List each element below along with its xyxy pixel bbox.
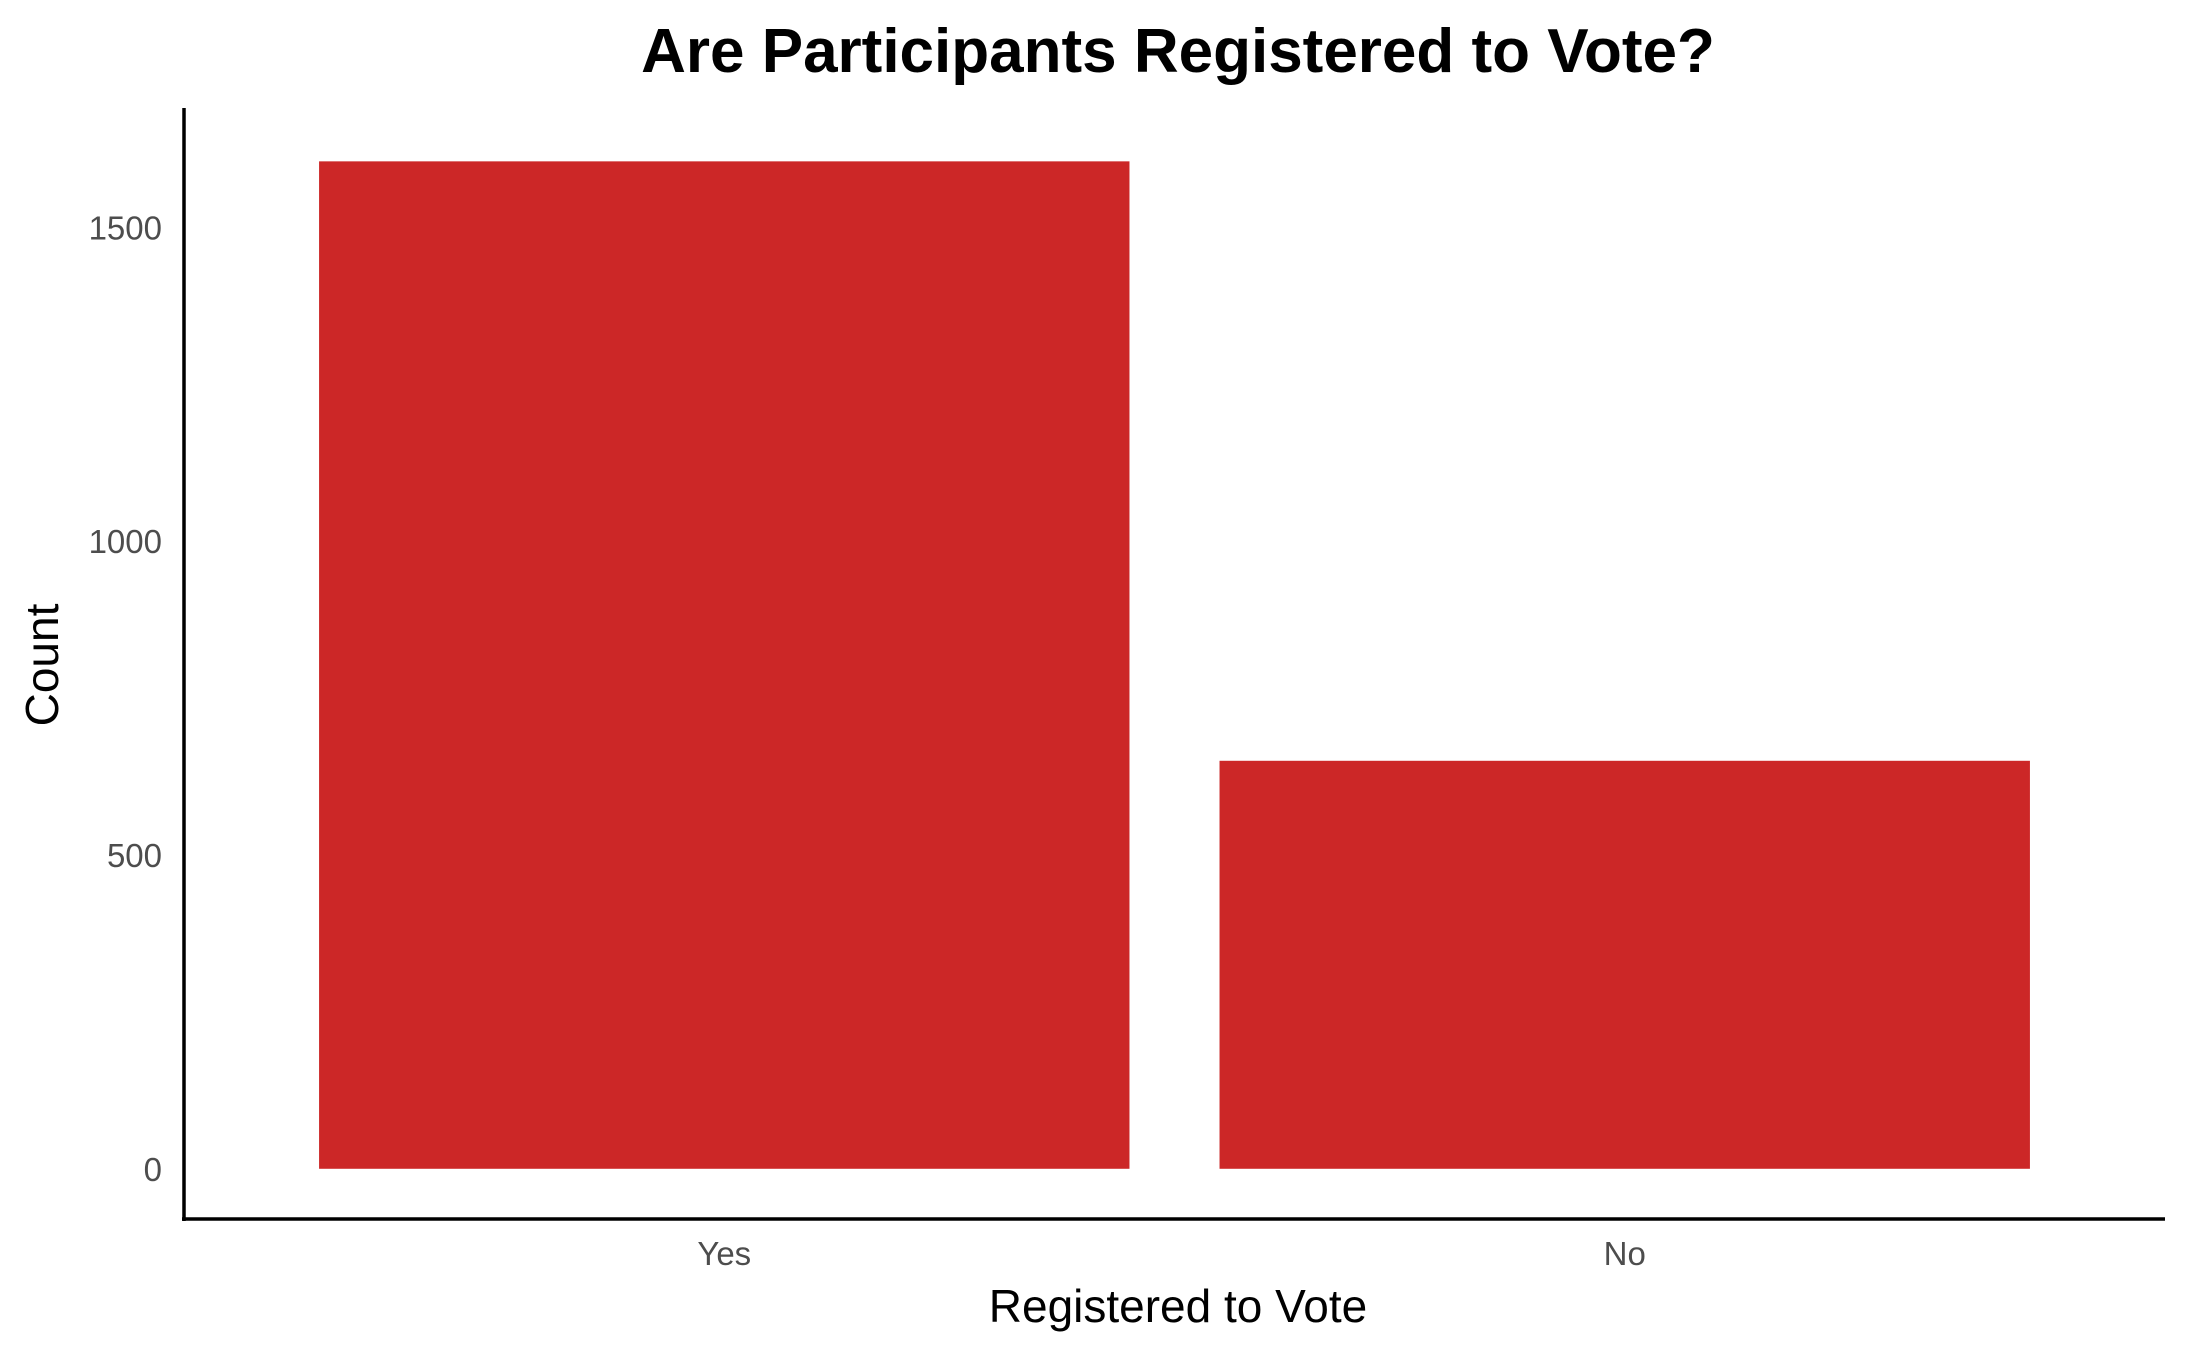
y-tick-label-1000: 1000 (89, 523, 162, 560)
x-axis-label: Registered to Vote (989, 1280, 1367, 1332)
x-axis-ticks: Yes No (697, 1235, 1645, 1272)
x-tick-label-no: No (1604, 1235, 1646, 1272)
y-tick-label-1500: 1500 (89, 209, 162, 246)
y-tick-label-500: 500 (107, 837, 162, 874)
x-tick-label-yes: Yes (697, 1235, 751, 1272)
bars-group (319, 161, 2030, 1169)
bar-yes (319, 161, 1130, 1169)
y-tick-label-0: 0 (144, 1151, 162, 1188)
chart-title: Are Participants Registered to Vote? (641, 17, 1715, 86)
y-axis-ticks: 0 500 1000 1500 (89, 209, 162, 1188)
bar-no (1219, 760, 2030, 1169)
y-axis-label: Count (16, 603, 68, 726)
